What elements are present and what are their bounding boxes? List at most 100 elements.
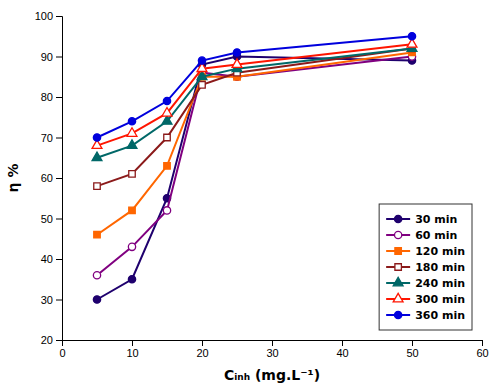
legend-item: 360 min [386,309,465,322]
y-tick-label: 70 [41,132,53,144]
series-point [199,82,205,88]
series-point [162,108,172,117]
y-tick: 20 [41,334,62,346]
x-tick: 30 [266,340,278,359]
y-tick-mark [56,16,62,17]
y-tick: 30 [41,294,62,306]
y-tick-mark [56,57,62,58]
series-point [93,134,100,141]
legend-item: 120 min [386,245,465,258]
x-tick-mark [482,340,483,346]
y-tick-label: 90 [41,51,53,63]
x-tick-label: 50 [406,347,418,359]
legend-item: 60 min [386,229,457,242]
series-point [129,207,135,213]
y-tick-label: 20 [41,334,53,346]
series-line [97,48,412,157]
y-tick: 90 [41,51,62,63]
legend-marker [395,264,401,270]
legend-marker [394,311,401,318]
x-tick-mark [202,340,203,346]
series-point [198,57,205,64]
series-point [128,276,135,283]
legend-marker [395,248,401,254]
y-tick-label: 100 [35,10,53,22]
x-tick: 0 [59,340,65,359]
legend-label: 120 min [415,245,465,258]
series-point [128,118,135,125]
series-point [232,59,242,68]
legend-label: 180 min [415,261,465,274]
series-point [233,49,240,56]
legend-label: 240 min [415,277,465,290]
marks [92,33,417,304]
x-axis-title: Cᵢₙₕ (mg.L⁻¹) [224,367,320,383]
y-tick: 40 [41,253,62,265]
x-tick-mark [412,340,413,346]
y-tick: 100 [35,10,62,22]
series-line [97,57,412,276]
chart: 0 10 20 30 40 50 60 20 30 40 50 60 70 80 90 100 30 min 60… [0,0,500,392]
y-tick: 80 [41,91,62,103]
series-line [97,52,412,234]
series-point [163,207,170,214]
x-tick: 40 [336,340,348,359]
x-tick-label: 60 [476,347,488,359]
series-line [97,36,412,137]
x-tick-label: 0 [59,347,65,359]
y-tick-label: 60 [41,172,53,184]
y-tick-label: 80 [41,91,53,103]
legend-label: 300 min [415,293,465,306]
legend-marker [394,231,401,238]
series-point [94,183,100,189]
x-tick-mark [272,340,273,346]
y-axis-title: η % [5,164,21,193]
y-tick: 50 [41,213,62,225]
y-tick-label: 50 [41,213,53,225]
legend-label: 30 min [415,213,457,226]
series-point [128,243,135,250]
legend-item: 180 min [386,261,465,274]
x-tick-label: 10 [126,347,138,359]
x-tick: 20 [196,340,208,359]
series-point [162,116,172,125]
plot: 0 10 20 30 40 50 60 20 30 40 50 60 70 80 90 100 30 min 60… [35,10,489,359]
legend-marker [394,215,401,222]
y-tick-mark [56,178,62,179]
x-tick-mark [342,340,343,346]
x-axis: 0 10 20 30 40 50 60 [59,340,488,359]
legend-label: 60 min [415,229,457,242]
x-axis-line [63,341,483,347]
x-tick-label: 40 [336,347,348,359]
x-tick: 50 [406,340,418,359]
y-tick-label: 30 [41,294,53,306]
legend-item: 30 min [386,213,457,226]
x-tick-label: 20 [196,347,208,359]
series-point [94,231,100,237]
y-tick-mark [56,259,62,260]
series-point [127,140,137,149]
legend-marker [393,293,403,302]
y-tick-label: 40 [41,253,53,265]
y-axis: 20 30 40 50 60 70 80 90 100 [35,10,63,346]
series-point [127,128,137,137]
x-tick-mark [132,340,133,346]
legend-item: 300 min [386,293,465,306]
y-tick-mark [56,97,62,98]
x-tick-label: 30 [266,347,278,359]
y-tick-mark [56,219,62,220]
y-tick-mark [56,340,62,341]
x-tick: 10 [126,340,138,359]
legend-marker [393,277,403,286]
series-point [408,33,415,40]
series-point [93,296,100,303]
series-line [97,57,412,300]
series-point [163,97,170,104]
series-line [97,48,412,186]
series-point [93,272,100,279]
series-line [97,44,412,145]
legend-label: 360 min [415,309,465,322]
y-tick-mark [56,138,62,139]
legend: 30 min 60 min 120 min 180 min 240 min 300 min… [379,204,472,330]
legend-box [379,204,472,330]
